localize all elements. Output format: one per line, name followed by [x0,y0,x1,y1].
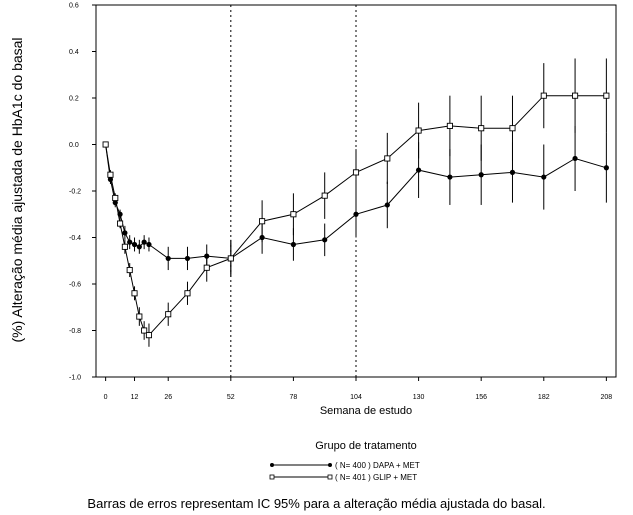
data-point [127,239,133,245]
data-point [603,165,609,171]
y-tick-label: 0.0 [69,142,79,149]
data-point [478,125,485,132]
data-point [131,241,138,248]
x-tick-label: 182 [538,394,550,401]
data-point [290,211,297,218]
legend-marker-square-left [269,474,275,480]
vlines-layer [230,5,357,377]
data-point [322,237,328,243]
legend: Grupo de tratamento ( N= 400 ) DAPA + ME… [269,440,420,482]
x-axis-label: Semana de estudo [320,405,412,417]
data-point [321,192,328,199]
data-point [141,327,148,334]
legend-title: Grupo de tratamento [315,440,417,452]
data-point [509,125,516,132]
data-point [352,169,360,176]
data-point [102,141,109,148]
data-point [165,255,171,262]
data-point [203,264,210,271]
data-point [603,92,610,99]
legend-marker-circle-left [270,463,274,467]
y-tick-label: -1.0 [69,375,81,382]
data-point [447,174,453,180]
data-point [131,290,138,297]
data-point [126,267,133,274]
y-tick-label: -0.4 [69,235,81,242]
data-point [572,92,579,99]
legend-marker-square-right [327,474,333,480]
legend-label-glip: ( N= 401 ) GLIP + MET [335,473,417,482]
series-glip-met [102,58,610,347]
x-tick-label: 78 [290,394,298,401]
data-point [384,155,391,162]
series-line [105,95,607,336]
data-point [227,255,234,262]
x-tick-label: 130 [413,394,425,401]
data-point [165,311,172,318]
legend-entry-dapa: ( N= 400 ) DAPA + MET [270,461,420,470]
data-point [290,241,297,248]
x-tick-label: 52 [227,394,235,401]
data-point [121,243,128,250]
y-tick-label: -0.6 [69,282,81,289]
data-point [384,202,390,208]
data-point [122,230,128,236]
x-tick-label: 0 [104,394,108,401]
y-tick-label: 0.6 [69,3,79,10]
data-point [184,255,191,262]
data-point [259,218,266,225]
data-point [415,167,422,173]
y-axis-ticks: 0.6 0.4 0.2 0.0 -0.2 -0.4 -0.6 -0.8 -1.0 [69,3,96,382]
data-point [146,241,152,248]
data-point [117,220,124,227]
y-tick-label: -0.2 [69,189,81,196]
data-point [478,172,484,178]
data-point [141,239,147,245]
x-tick-label: 156 [475,394,487,401]
data-point [184,290,191,297]
data-point [446,122,453,129]
data-point [353,211,359,217]
x-axis-ticks: 0 12 26 52 78 104 130 156 182 208 [104,377,613,401]
data-point [112,194,119,202]
y-tick-label: 0.2 [69,96,79,103]
x-tick-label: 104 [350,394,362,401]
data-point [136,244,142,250]
legend-entry-glip: ( N= 401 ) GLIP + MET [269,473,417,482]
data-point [136,313,143,320]
y-tick-label: -0.8 [69,328,81,335]
data-point [509,169,516,175]
data-point [415,127,422,134]
y-tick-label: 0.4 [69,49,79,56]
x-tick-label: 26 [164,394,172,401]
legend-marker-circle-right [328,463,332,467]
x-tick-label: 208 [601,394,613,401]
series-layer [102,58,610,347]
legend-label-dapa: ( N= 400 ) DAPA + MET [335,461,420,470]
chart: 0.6 0.4 0.2 0.0 -0.2 -0.4 -0.6 -0.8 -1.0 0 12 26 52… [9,3,617,482]
series-dapa-met [103,125,609,275]
data-point [540,92,547,99]
data-point [145,332,153,339]
x-tick-label: 12 [131,394,139,401]
data-point [107,171,114,178]
y-axis-label: (%) Alteração média ajustada de HbA1c do… [9,37,25,342]
figure-caption: Barras de erros representam IC 95% para … [87,496,546,511]
data-point [541,174,547,180]
data-point [572,155,578,162]
